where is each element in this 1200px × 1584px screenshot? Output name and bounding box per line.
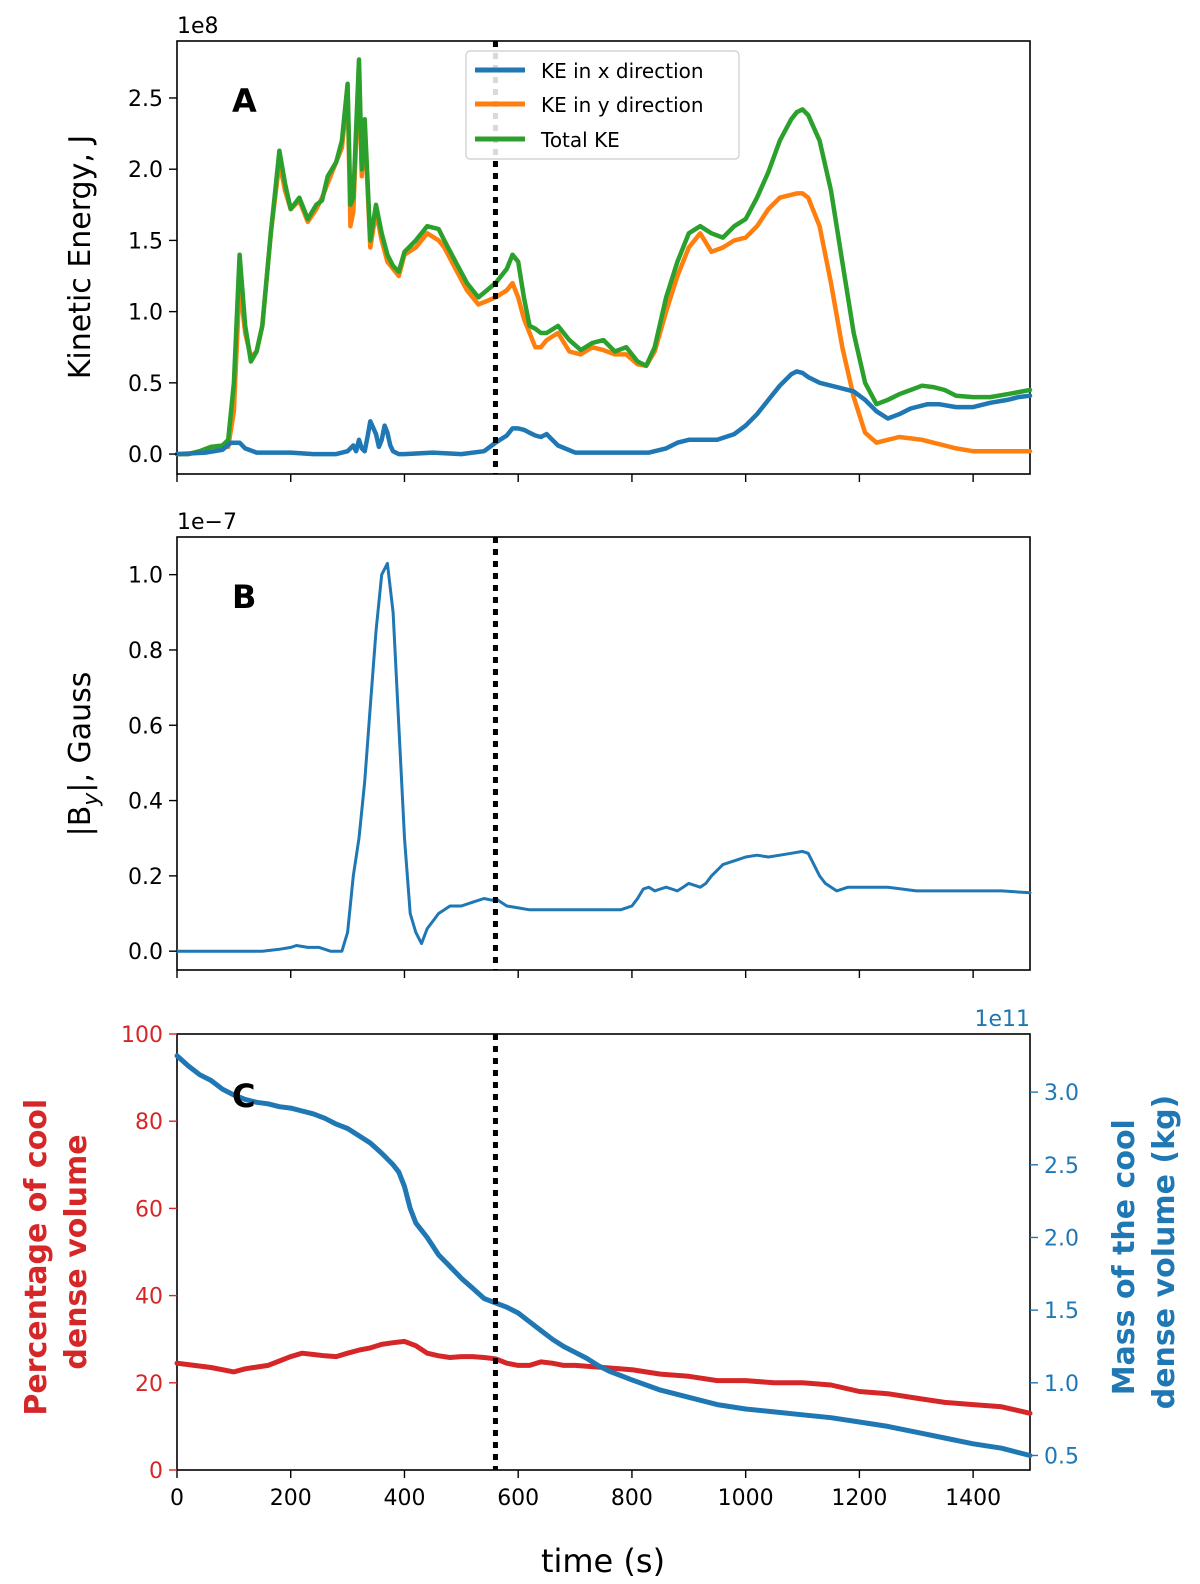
panel-c-right-ytick-label: 0.5 [1044, 1444, 1079, 1469]
panel-c-ylabel-left-line1: Percentage of cool [19, 1099, 54, 1416]
panel-c-ylabel-left-line2: dense volume [59, 1134, 94, 1369]
panel-a-label: A [232, 82, 257, 120]
panel-b-ytick-label: 1.0 [128, 564, 163, 589]
panel-c-left-ytick-label: 60 [135, 1197, 163, 1222]
panel-b-ylabel-head: |B [63, 806, 98, 837]
panel-a-ytick-label: 2.5 [128, 87, 163, 112]
panel-c-series-0 [174, 1338, 1033, 1416]
panel-c-frame [176, 1033, 1031, 1471]
legend: KE in x direction KE in y direction Tota… [465, 50, 740, 160]
panel-a-ytick-label: 1.5 [128, 229, 163, 254]
panel-b-frame [176, 536, 1031, 971]
panel-a-offset-label: 1e8 [177, 14, 219, 39]
panel-a-ytick-label: 0.5 [128, 372, 163, 397]
panel-b-ylabel-sub: y [79, 792, 104, 807]
legend-label-total: Total KE [540, 128, 620, 152]
panel-a: 0.0 0.5 1.0 1.5 2.0 2.5 1e8 A Kinetic Energy,… [63, 14, 1033, 482]
panel-c-series-1 [174, 1053, 1033, 1458]
panel-c-xtick-label: 400 [383, 1486, 425, 1511]
panel-c-right-ytick-label: 2.0 [1044, 1226, 1079, 1251]
panel-b-ytick-label: 0.0 [128, 940, 163, 965]
panel-c-offset-label: 1e11 [974, 1007, 1030, 1032]
panel-a-frame [176, 40, 1031, 475]
panel-b-ylabel-tail: |, Gauss [63, 672, 98, 793]
panel-b-series-0 [175, 561, 1032, 953]
panel-c-xtick-label: 1000 [718, 1486, 774, 1511]
panel-c-xtick-label: 600 [497, 1486, 539, 1511]
panel-c-xtick-label: 200 [270, 1486, 312, 1511]
panel-c-left-ytick-label: 100 [121, 1023, 163, 1048]
panel-c-ylabel-left: Percentage of cool dense volume [19, 1088, 94, 1415]
panel-c-xlabel: time (s) [541, 1542, 665, 1580]
panel-c-xtick-label: 0 [170, 1486, 184, 1511]
panel-c-left-ytick-label: 0 [149, 1459, 163, 1484]
panel-a-ytick-label: 1.0 [128, 301, 163, 326]
panel-c-right-ytick-label: 2.5 [1044, 1154, 1079, 1179]
panel-c-xtick-label: 1200 [831, 1486, 887, 1511]
panel-c-right-ytick-label: 1.5 [1044, 1299, 1079, 1324]
panel-c-ylabel-right-line2: dense volume (kg) [1147, 1095, 1182, 1410]
legend-frame [465, 50, 740, 160]
legend-label-x: KE in x direction [541, 59, 704, 83]
panel-b-offset-label: 1e−7 [177, 510, 237, 535]
panel-a-series-1 [174, 57, 1033, 457]
panel-c-xtick-label: 800 [611, 1486, 653, 1511]
panel-b-ytick-label: 0.6 [128, 714, 163, 739]
panel-b-label: B [232, 578, 256, 616]
panel-c-ylabel-right: Mass of the cool dense volume (kg) [1107, 1095, 1182, 1410]
legend-label-y: KE in y direction [541, 93, 704, 117]
panel-c: 0 200 400 600 800 1000 1200 1400 0 20 40 60 80 100 0.5… [19, 1007, 1182, 1580]
panel-c-left-ytick-label: 40 [135, 1285, 163, 1310]
panel-c-left-ytick-label: 20 [135, 1372, 163, 1397]
panel-b-ytick-label: 0.4 [128, 790, 163, 815]
panel-c-xtick-label: 1400 [945, 1486, 1001, 1511]
panel-c-left-ytick-label: 80 [135, 1110, 163, 1135]
panel-c-ylabel-right-line1: Mass of the cool [1107, 1119, 1142, 1395]
panel-b-ylabel: |By|, Gauss [63, 672, 104, 837]
panel-b: 0.0 0.2 0.4 0.6 0.8 1.0 1e−7 B |By|, Gauss [63, 510, 1032, 978]
panel-c-right-ytick-label: 1.0 [1044, 1372, 1079, 1397]
panel-a-ylabel: Kinetic Energy, J [63, 135, 98, 380]
panel-c-right-ytick-label: 3.0 [1044, 1081, 1079, 1106]
panel-a-ytick-label: 0.0 [128, 443, 163, 468]
panel-a-ytick-label: 2.0 [128, 158, 163, 183]
panel-b-ytick-label: 0.2 [128, 865, 163, 890]
panel-a-series-2 [174, 369, 1033, 457]
panel-b-ytick-label: 0.8 [128, 639, 163, 664]
panel-c-label: C [232, 1077, 255, 1115]
